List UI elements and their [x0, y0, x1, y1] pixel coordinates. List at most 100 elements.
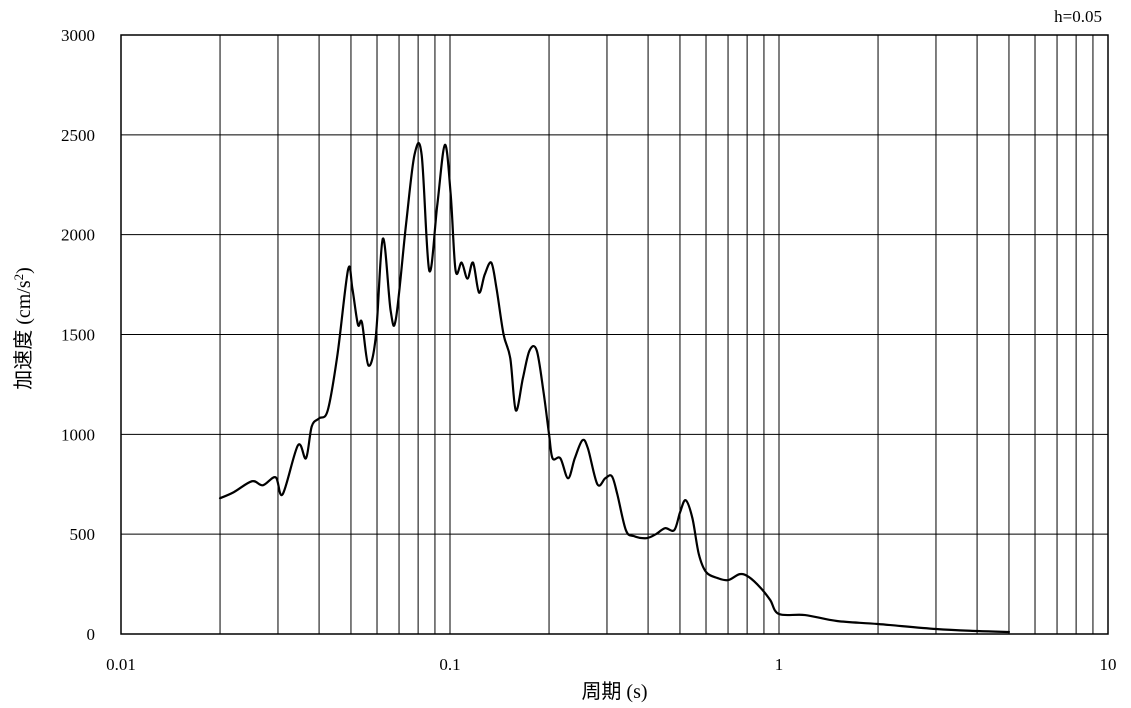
series-point	[420, 154, 423, 156]
series-point	[375, 335, 377, 338]
series-point	[542, 391, 545, 394]
series-point	[625, 529, 627, 531]
series-point	[935, 628, 937, 630]
series-point	[281, 493, 284, 496]
y-tick-label: 1500	[61, 326, 95, 345]
series-point	[361, 321, 363, 324]
series-point	[760, 587, 762, 589]
series-point	[297, 444, 299, 447]
series-point	[727, 579, 729, 581]
series-point	[472, 261, 474, 264]
series-point	[405, 223, 407, 226]
series-point	[528, 349, 531, 352]
series-point	[679, 511, 681, 514]
y-axis-title-close: )	[13, 267, 35, 274]
series-point	[573, 457, 576, 460]
series-point	[698, 553, 700, 555]
series-point	[581, 439, 584, 442]
series-point	[449, 193, 452, 196]
series-point	[836, 620, 838, 622]
y-tick-label: 2500	[61, 126, 95, 145]
plot-area-frame	[120, 34, 1109, 635]
series-point	[522, 377, 524, 380]
series-point	[596, 483, 599, 486]
series-point	[351, 287, 354, 290]
gridlines	[121, 34, 1108, 635]
series-point	[515, 409, 517, 412]
series-point	[705, 571, 707, 573]
series-point	[428, 269, 431, 272]
series-point	[769, 599, 772, 601]
series-point	[616, 493, 619, 496]
series-point	[509, 357, 512, 360]
series-point	[748, 576, 750, 578]
series-point	[877, 623, 879, 625]
x-tick-label: 0.1	[439, 655, 460, 674]
x-tick-label: 1	[775, 655, 784, 674]
series-points	[219, 144, 1010, 633]
y-tick-label: 1000	[61, 425, 95, 444]
y-tick-labels: 0 500 1000 1500 2000 2500 3000	[61, 26, 95, 644]
y-axis-title: 加速度 (cm/s2)	[11, 267, 36, 390]
series-point	[645, 537, 648, 539]
series-point	[389, 309, 392, 312]
series-point	[274, 476, 277, 479]
series-point	[739, 573, 741, 575]
series-point	[535, 349, 538, 352]
y-axis-title-main: 加速度 (cm/s	[12, 280, 35, 390]
series-point	[318, 417, 320, 420]
series-point	[483, 273, 486, 276]
series-point	[251, 480, 253, 483]
x-tick-label: 10	[1100, 655, 1117, 674]
y-axis-title-superscript: 2	[11, 274, 26, 281]
series-point	[655, 533, 657, 535]
x-tick-label: 0.01	[106, 655, 136, 674]
damping-annotation: h=0.05	[1054, 7, 1102, 26]
series-point	[382, 237, 384, 240]
series-point	[460, 261, 463, 264]
series-point	[490, 261, 493, 264]
series-point	[567, 477, 569, 480]
series-point	[395, 317, 397, 320]
series-point	[551, 457, 554, 460]
x-tick-labels: 0.01 0.1 1 10	[106, 655, 1116, 674]
series-point	[466, 277, 469, 280]
series-point	[664, 527, 666, 529]
series-point	[804, 614, 806, 616]
series-point	[673, 529, 676, 531]
series-point	[454, 269, 457, 272]
series-point	[495, 287, 498, 290]
series-point	[684, 499, 687, 502]
series-point	[604, 477, 607, 480]
series-point	[778, 613, 780, 615]
y-tick-label: 3000	[61, 26, 95, 45]
series-point	[976, 630, 978, 632]
series-point	[310, 425, 313, 428]
series-point	[716, 577, 719, 579]
series-point	[502, 333, 505, 336]
series-point	[367, 364, 370, 367]
series-point	[326, 409, 329, 412]
series-point	[436, 203, 439, 206]
x-axis-title: 周期 (s)	[581, 681, 647, 703]
series-point	[336, 353, 339, 356]
series-point	[413, 154, 416, 156]
series-point	[559, 457, 562, 460]
series-point	[219, 497, 221, 500]
series-point	[633, 535, 635, 537]
y-tick-label: 2000	[61, 226, 95, 245]
series-point	[305, 457, 307, 460]
series-point	[347, 268, 349, 271]
y-tick-label: 500	[70, 525, 96, 544]
series-point	[262, 484, 264, 487]
series-point	[587, 447, 589, 450]
y-tick-label: 0	[87, 625, 96, 644]
series-point	[611, 475, 613, 478]
series-point	[478, 291, 480, 294]
series-point	[1008, 631, 1010, 633]
series-point	[444, 144, 446, 146]
series-point	[232, 491, 235, 494]
series-point	[548, 433, 550, 436]
